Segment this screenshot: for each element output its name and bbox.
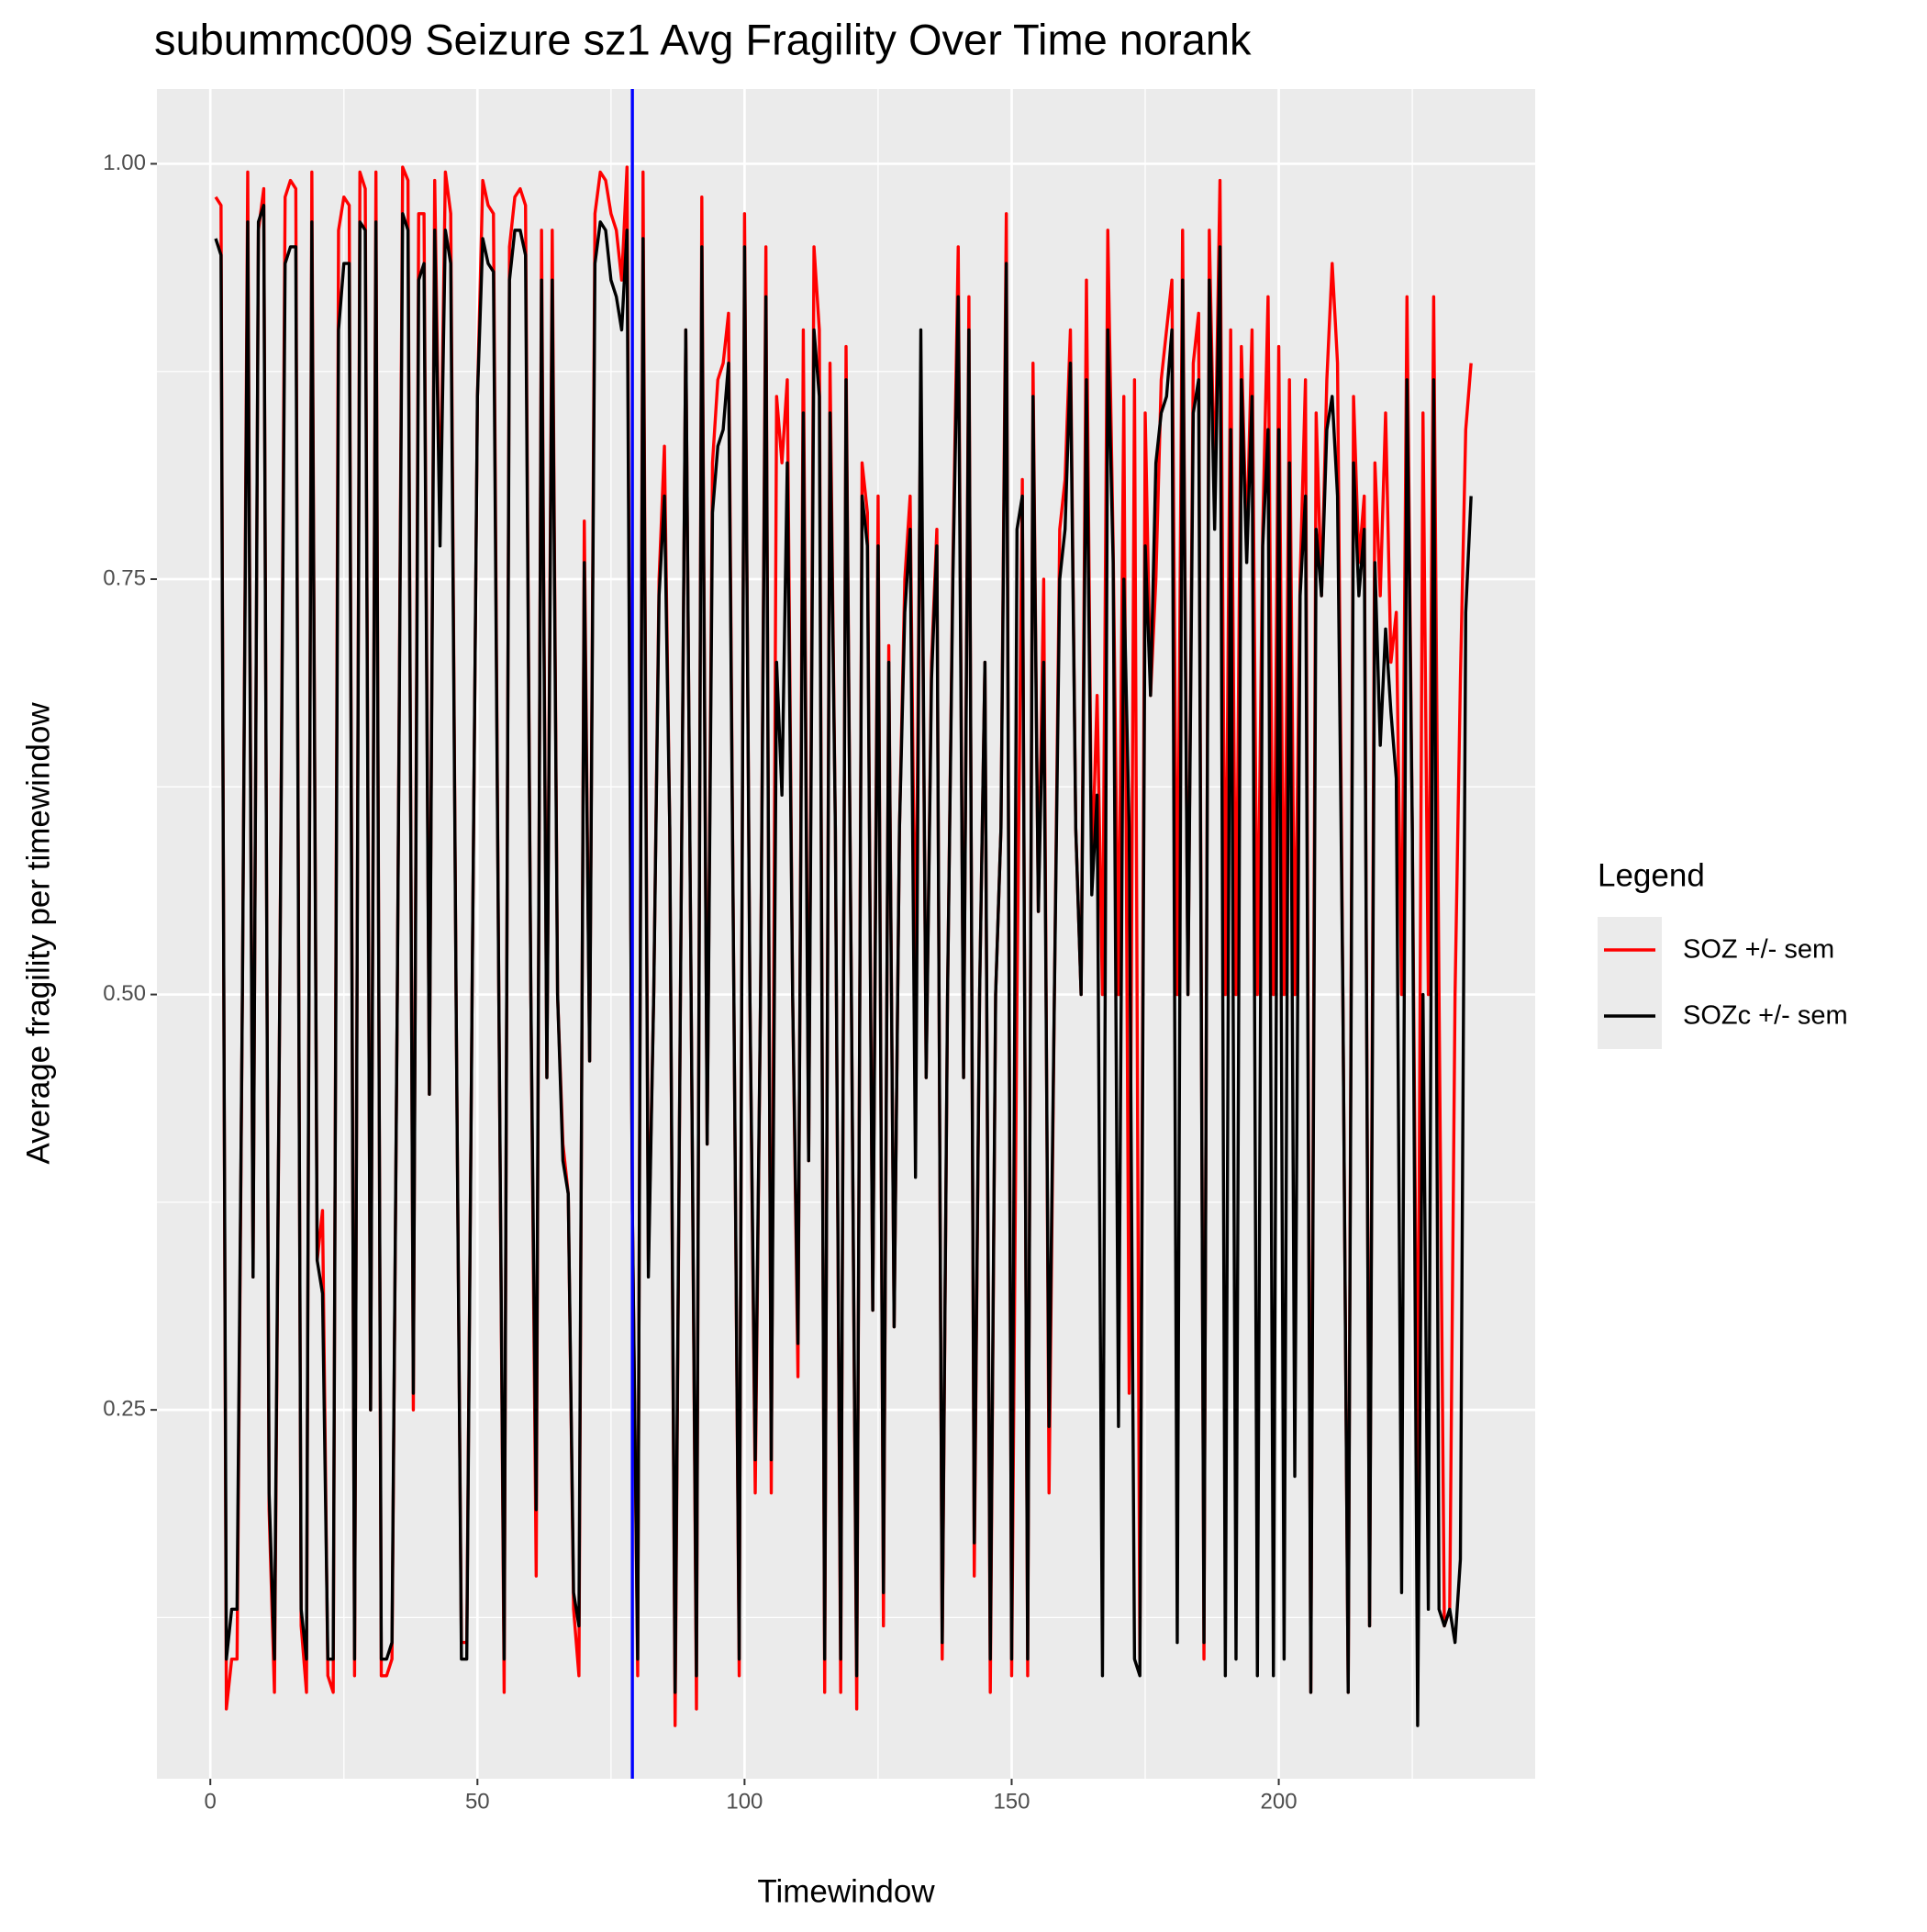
x-tick-label: 200 <box>1261 1789 1298 1814</box>
lines <box>214 89 1473 1779</box>
legend-title: Legend <box>1598 857 1705 893</box>
series-line <box>214 204 1473 1727</box>
y-tick-label: 1.00 <box>103 151 146 175</box>
chart-title: subummc009 Seizure sz1 Avg Fragility Ove… <box>154 15 1252 63</box>
y-tick-label: 0.50 <box>103 981 146 1006</box>
legend-label: SOZc +/- sem <box>1683 1001 1848 1031</box>
grid <box>157 89 1535 1779</box>
legend: Legend SOZ +/- sem SOZc +/- sem <box>1598 857 1848 1049</box>
x-tick-label: 100 <box>726 1789 763 1814</box>
y-axis-title: Average fragility per timewindow <box>20 702 56 1165</box>
x-axis-title: Timewindow <box>757 1873 935 1909</box>
x-tick-label: 150 <box>993 1789 1030 1814</box>
x-tick-label: 50 <box>465 1789 490 1814</box>
x-tick-label: 0 <box>205 1789 217 1814</box>
legend-label: SOZ +/- sem <box>1683 935 1834 965</box>
y-tick-label: 0.75 <box>103 565 146 590</box>
y-tick-label: 0.25 <box>103 1396 146 1421</box>
